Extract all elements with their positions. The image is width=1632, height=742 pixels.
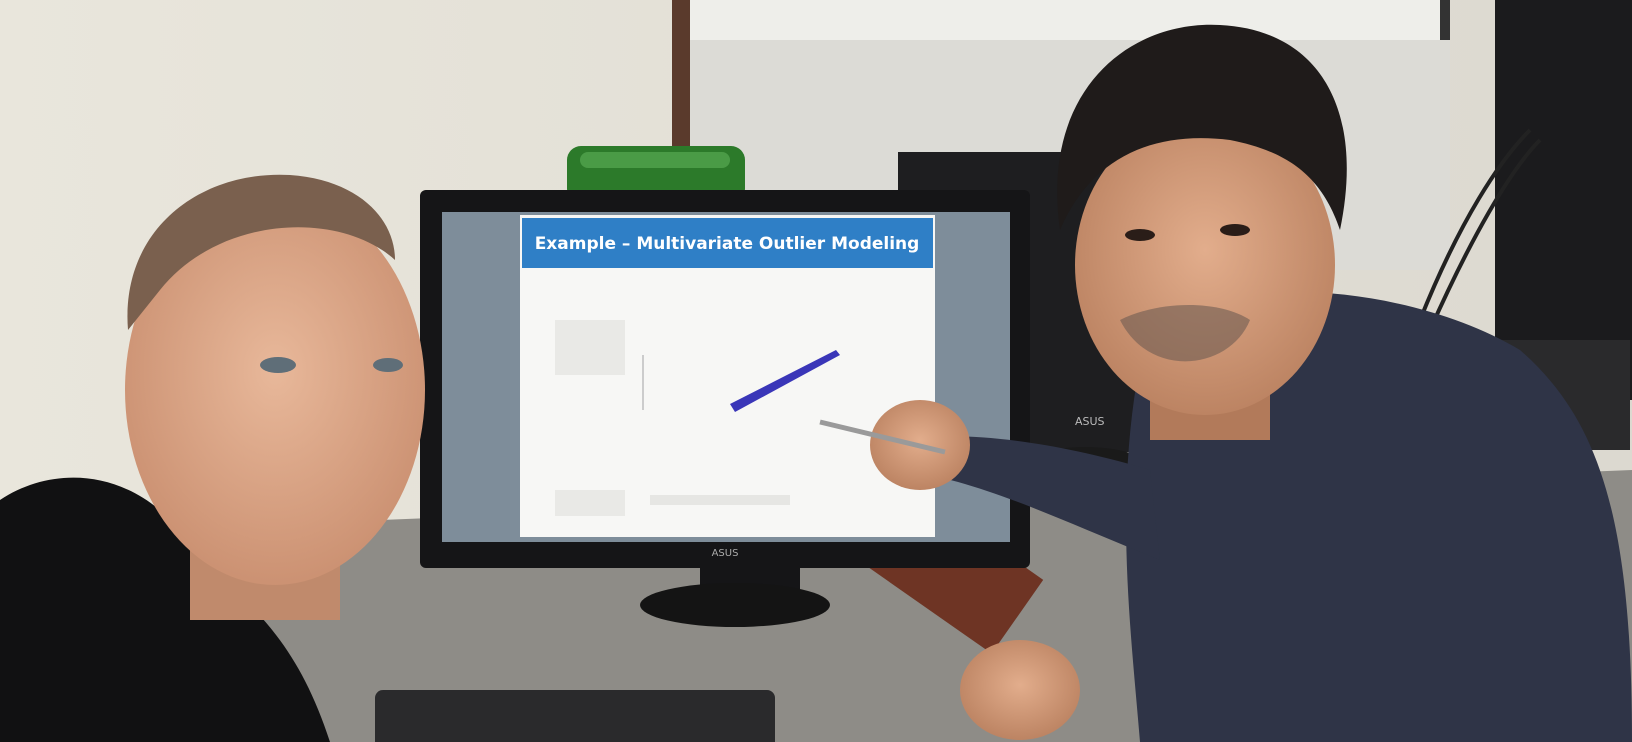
left-person-shirt xyxy=(0,477,330,742)
keyboard xyxy=(375,690,775,742)
monitor-brand: ASUS xyxy=(712,548,739,559)
right-person-sleeve xyxy=(900,436,1160,560)
left-person-eye xyxy=(373,358,403,372)
left-person-eye xyxy=(260,357,296,373)
cables xyxy=(1418,128,1542,331)
computer-rack xyxy=(1495,0,1632,400)
green-box-highlight xyxy=(580,152,730,168)
right-person-beard xyxy=(1120,305,1250,362)
slide-text-block xyxy=(555,490,625,516)
right-person-hair xyxy=(1057,24,1347,230)
right-person-fist xyxy=(960,640,1080,740)
scatter-cloud xyxy=(730,350,840,412)
back-monitor-brand: ASUS xyxy=(1075,415,1105,428)
left-person-head xyxy=(125,195,425,585)
slide-title-bar xyxy=(522,218,933,268)
monitor-stand xyxy=(640,583,830,627)
frame-edge xyxy=(1440,0,1450,40)
right-person-eye xyxy=(1125,229,1155,241)
slide-text-block xyxy=(555,320,625,375)
slide-title: Example – Multivariate Outlier Modeling xyxy=(535,234,920,254)
left-person-hair xyxy=(127,174,395,330)
right-person-eye xyxy=(1220,224,1250,236)
slide-text-line xyxy=(650,495,790,505)
slide xyxy=(520,215,935,537)
pen xyxy=(819,419,946,455)
